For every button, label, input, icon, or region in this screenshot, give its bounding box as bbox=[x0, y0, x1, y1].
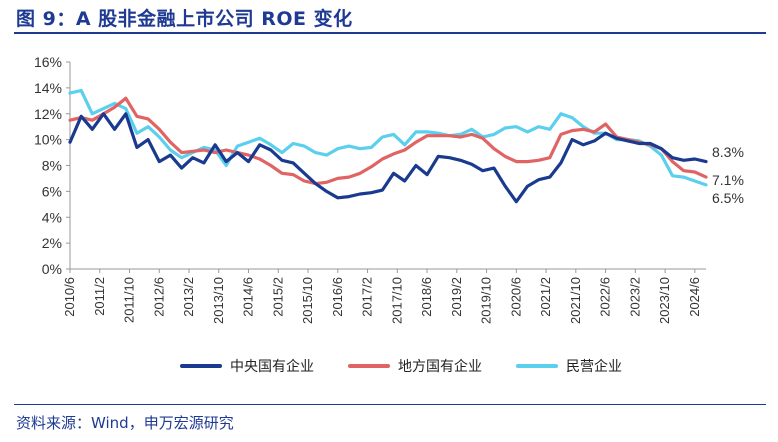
x-tick-label: 2021/2 bbox=[538, 277, 553, 317]
y-tick-label: 14% bbox=[34, 80, 62, 96]
x-tick-label: 2015/10 bbox=[300, 277, 315, 324]
source-note: 资料来源：Wind，申万宏源研究 bbox=[16, 414, 234, 432]
y-tick-label: 8% bbox=[42, 158, 62, 174]
y-tick-label: 2% bbox=[42, 235, 62, 251]
series-line bbox=[68, 88, 708, 187]
series-line bbox=[68, 96, 708, 186]
x-tick-label: 2020/6 bbox=[508, 277, 523, 317]
x-tick-label: 2015/2 bbox=[270, 277, 285, 317]
x-tick-label: 2018/6 bbox=[419, 277, 434, 317]
chart-title: 图 9：A 股非金融上市公司 ROE 变化 bbox=[16, 8, 353, 30]
source-divider bbox=[14, 404, 766, 405]
x-tick-label: 2017/2 bbox=[360, 277, 375, 317]
legend-label: 民营企业 bbox=[566, 359, 622, 375]
legend-label: 地方国有企业 bbox=[398, 359, 482, 375]
y-tick-label: 10% bbox=[34, 132, 62, 148]
x-tick-label: 2017/10 bbox=[389, 277, 404, 324]
y-axis: 0% 2% 4% 6% 8% 10% 12% 14% 16% bbox=[34, 54, 71, 277]
series-line bbox=[68, 112, 708, 204]
legend-swatch bbox=[348, 364, 390, 368]
end-value-label: 8.3% bbox=[712, 144, 744, 160]
x-tick-label: 2010/6 bbox=[62, 277, 77, 317]
y-tick-label: 16% bbox=[34, 54, 62, 70]
legend-item: 中央国有企业 bbox=[180, 356, 314, 376]
x-tick-label: 2022/6 bbox=[598, 277, 613, 317]
x-tick-label: 2013/2 bbox=[181, 277, 196, 317]
title-divider bbox=[14, 32, 766, 34]
x-tick-label: 2024/6 bbox=[687, 277, 702, 317]
legend-label: 中央国有企业 bbox=[230, 359, 314, 375]
x-tick-label: 2011/2 bbox=[92, 277, 107, 316]
y-tick-label: 0% bbox=[42, 261, 62, 277]
end-value-label: 7.1% bbox=[712, 172, 744, 188]
series-lines bbox=[68, 88, 708, 204]
x-tick-label: 2011/10 bbox=[122, 277, 137, 323]
x-axis: 2010/6 2011/2 2011/10 2012/6 2013/2 2013/10 20… bbox=[62, 268, 706, 324]
y-tick-label: 12% bbox=[34, 106, 62, 122]
x-tick-label: 2012/6 bbox=[151, 277, 166, 317]
x-tick-label: 2023/10 bbox=[657, 277, 672, 324]
y-tick-label: 6% bbox=[42, 183, 62, 199]
end-labels: 8.3% 7.1% 6.5% bbox=[712, 144, 744, 206]
x-tick-label: 2014/6 bbox=[241, 277, 256, 317]
x-tick-label: 2016/6 bbox=[330, 277, 345, 317]
x-tick-label: 2019/10 bbox=[479, 277, 494, 324]
legend-item: 地方国有企业 bbox=[348, 356, 482, 376]
legend-swatch bbox=[516, 364, 558, 368]
chart-legend: 中央国有企业 地方国有企业 民营企业 bbox=[180, 356, 622, 376]
end-value-label: 6.5% bbox=[712, 190, 744, 206]
x-tick-label: 2019/2 bbox=[449, 277, 464, 317]
legend-item: 民营企业 bbox=[516, 356, 622, 376]
legend-swatch bbox=[180, 364, 222, 368]
x-tick-label: 2023/2 bbox=[627, 277, 642, 317]
y-tick-label: 4% bbox=[42, 209, 62, 225]
x-tick-label: 2021/10 bbox=[568, 277, 583, 324]
x-tick-label: 2013/10 bbox=[211, 277, 226, 324]
